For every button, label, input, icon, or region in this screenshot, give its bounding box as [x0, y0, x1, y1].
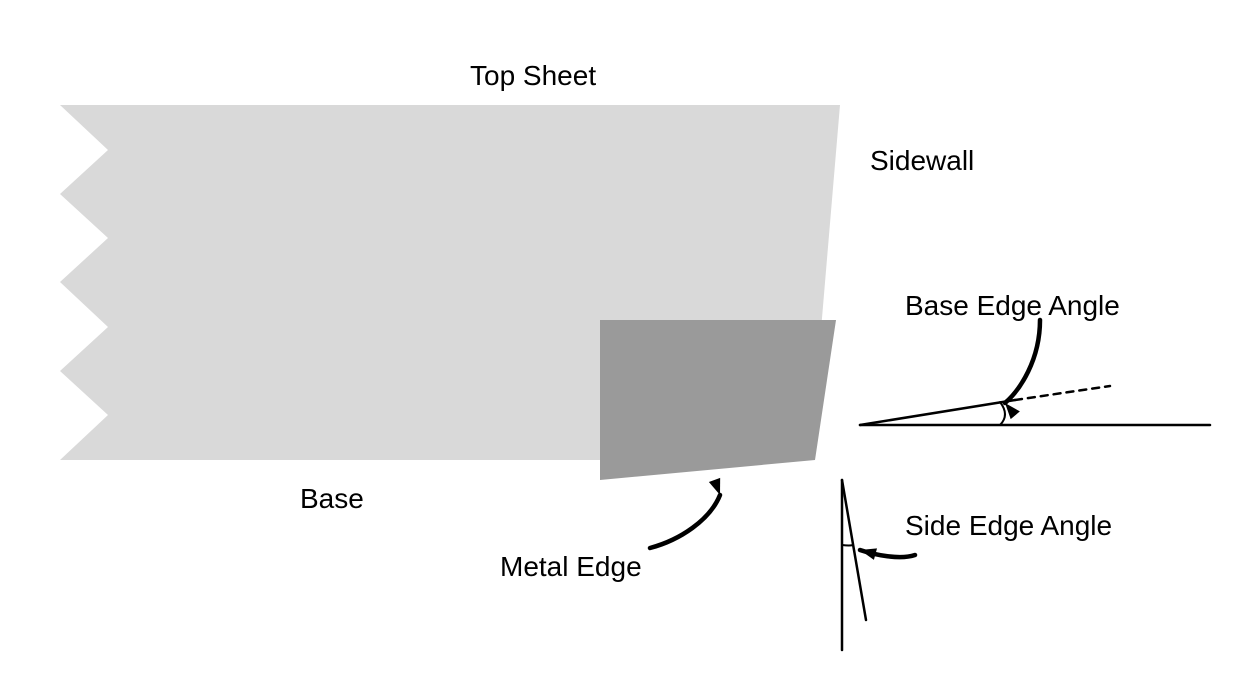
label-side-edge-angle: Side Edge Angle: [905, 510, 1112, 542]
label-top-sheet: Top Sheet: [470, 60, 596, 92]
label-metal-edge: Metal Edge: [500, 551, 642, 583]
label-base-edge-angle: Base Edge Angle: [905, 290, 1120, 322]
label-sidewall: Sidewall: [870, 145, 974, 177]
label-base: Base: [300, 483, 364, 515]
